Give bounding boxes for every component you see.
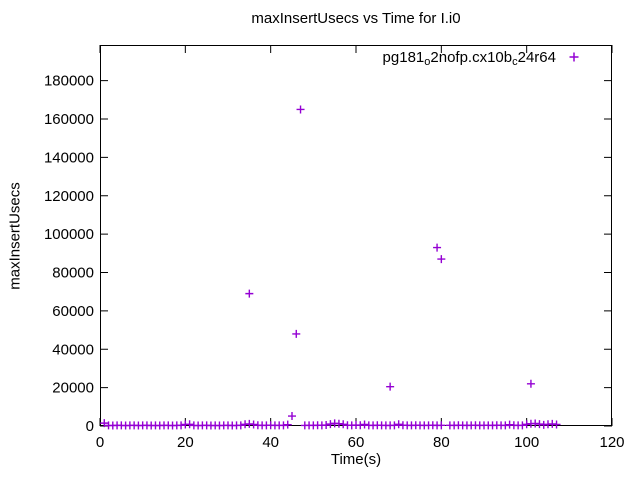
legend-label-part: pg181 xyxy=(382,48,425,66)
chart-title: maxInsertUsecs vs Time for I.i0 xyxy=(251,10,461,27)
x-axis-title: Time(s) xyxy=(330,451,382,468)
plus-marker-icon xyxy=(569,52,579,62)
data-point-marker xyxy=(322,421,331,430)
data-point-marker xyxy=(394,420,403,429)
data-point-marker xyxy=(177,421,186,430)
data-point-marker xyxy=(288,412,296,421)
x-tick-label: 120 xyxy=(599,434,624,451)
y-tick-label: 20000 xyxy=(52,380,94,397)
data-point-marker xyxy=(501,421,510,430)
data-point-marker xyxy=(552,420,561,429)
data-point-marker xyxy=(236,421,245,430)
x-tick-label: 20 xyxy=(177,434,194,451)
x-tick-label: 0 xyxy=(96,434,104,451)
y-tick-label: 0 xyxy=(86,418,94,435)
x-tick-label: 60 xyxy=(348,434,365,451)
legend-label-part: 24r64 xyxy=(517,48,556,66)
x-tick-label: 80 xyxy=(433,434,450,451)
x-tick-label: 40 xyxy=(262,434,279,451)
y-tick-label: 100000 xyxy=(44,226,94,243)
y-tick-label: 160000 xyxy=(44,111,94,128)
data-point-marker xyxy=(437,421,446,430)
data-point-marker xyxy=(356,421,365,430)
y-tick-label: 60000 xyxy=(52,303,94,320)
data-point-marker xyxy=(526,379,535,388)
data-point-marker xyxy=(535,420,544,429)
x-tick-label: 100 xyxy=(514,434,539,451)
data-point-marker xyxy=(339,420,348,429)
data-point-marker xyxy=(433,243,442,252)
y-tick-label: 140000 xyxy=(44,149,94,166)
legend-label-subscript: c xyxy=(512,55,518,68)
data-point-marker xyxy=(279,421,288,430)
data-point-marker xyxy=(326,420,335,429)
data-point-marker xyxy=(518,421,527,430)
legend-label-subscript: o xyxy=(424,55,431,68)
y-tick-label: 180000 xyxy=(44,73,94,90)
legend-label: pg181o2nofp.cx10bc24r64 xyxy=(382,48,556,68)
legend-sample xyxy=(556,50,592,64)
y-tick-label: 80000 xyxy=(52,265,94,282)
data-point-marker xyxy=(390,421,399,430)
data-point-marker xyxy=(437,255,446,264)
data-point-marker xyxy=(283,420,292,429)
data-point-marker xyxy=(249,420,258,429)
data-point-marker xyxy=(386,382,395,391)
legend: pg181o2nofp.cx10bc24r64 xyxy=(100,46,592,68)
data-point-marker xyxy=(100,419,109,428)
y-tick-label: 40000 xyxy=(52,341,94,358)
data-point-marker xyxy=(360,420,369,429)
legend-label-part: 2nofp.cx10b xyxy=(430,48,513,66)
data-point-marker xyxy=(245,289,254,298)
data-point-marker xyxy=(296,105,305,114)
data-point-marker xyxy=(185,420,194,429)
y-tick-label: 120000 xyxy=(44,188,94,205)
data-point-marker xyxy=(292,329,301,338)
